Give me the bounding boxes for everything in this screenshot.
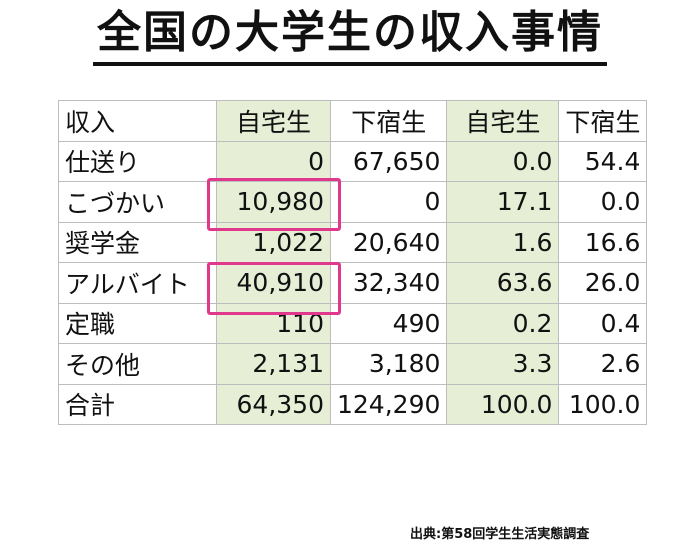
cell-value: 67,650	[329, 140, 448, 182]
cell-value: 100.0	[558, 383, 648, 425]
cell-value: 20,640	[329, 221, 448, 263]
header-boarding-student-amount: 下宿生	[329, 100, 448, 142]
cell-value: 0	[329, 181, 448, 223]
header-home-student-amount: 自宅生	[216, 100, 331, 142]
row-label: 合計	[58, 383, 217, 425]
table-header-row: 収入 自宅生 下宿生 自宅生 下宿生	[58, 100, 648, 142]
cell-value: 0.0	[446, 140, 560, 182]
header-boarding-student-percent: 下宿生	[558, 100, 648, 142]
header-income: 収入	[58, 100, 217, 142]
table-row: アルバイト 40,910 32,340 63.6 26.0	[58, 262, 648, 304]
page-title-text: 全国の大学生の収入事情	[93, 6, 607, 66]
table-row: こづかい 10,980 0 17.1 0.0	[58, 181, 648, 223]
row-label: こづかい	[58, 181, 217, 223]
cell-value: 1.6	[446, 221, 560, 263]
highlight-box-part-time-job	[207, 262, 341, 315]
cell-value: 63.6	[446, 262, 560, 304]
row-label: 定職	[58, 302, 217, 344]
income-table: 収入 自宅生 下宿生 自宅生 下宿生 仕送り 0 67,650 0.0 54.4…	[58, 100, 648, 425]
cell-value: 100.0	[446, 383, 560, 425]
table-row: 定職 110 490 0.2 0.4	[58, 302, 648, 344]
cell-value: 3.3	[446, 343, 560, 385]
cell-value: 17.1	[446, 181, 560, 223]
table-row: 奨学金 1,022 20,640 1.6 16.6	[58, 221, 648, 263]
cell-value: 124,290	[329, 383, 448, 425]
cell-value: 2,131	[216, 343, 331, 385]
cell-value: 64,350	[216, 383, 331, 425]
cell-value: 10,980	[216, 181, 331, 223]
cell-value: 3,180	[329, 343, 448, 385]
cell-value: 0.0	[558, 181, 648, 223]
cell-value: 0.4	[558, 302, 648, 344]
table-row: その他 2,131 3,180 3.3 2.6	[58, 343, 648, 385]
source-note: 出典:第58回学生生活実態調査	[410, 527, 590, 542]
row-label: アルバイト	[58, 262, 217, 304]
highlight-box-allowance	[207, 178, 341, 231]
table-row: 仕送り 0 67,650 0.0 54.4	[58, 140, 648, 182]
cell-value: 2.6	[558, 343, 648, 385]
row-label: 奨学金	[58, 221, 217, 263]
cell-value: 0	[216, 140, 331, 182]
cell-value: 54.4	[558, 140, 648, 182]
cell-value: 490	[329, 302, 448, 344]
row-label: その他	[58, 343, 217, 385]
cell-value: 110	[216, 302, 331, 344]
cell-value: 32,340	[329, 262, 448, 304]
cell-value: 16.6	[558, 221, 648, 263]
header-home-student-percent: 自宅生	[446, 100, 560, 142]
page-title: 全国の大学生の収入事情	[0, 6, 700, 66]
cell-value: 0.2	[446, 302, 560, 344]
row-label: 仕送り	[58, 140, 217, 182]
cell-value: 26.0	[558, 262, 648, 304]
table-total-row: 合計 64,350 124,290 100.0 100.0	[58, 383, 648, 425]
